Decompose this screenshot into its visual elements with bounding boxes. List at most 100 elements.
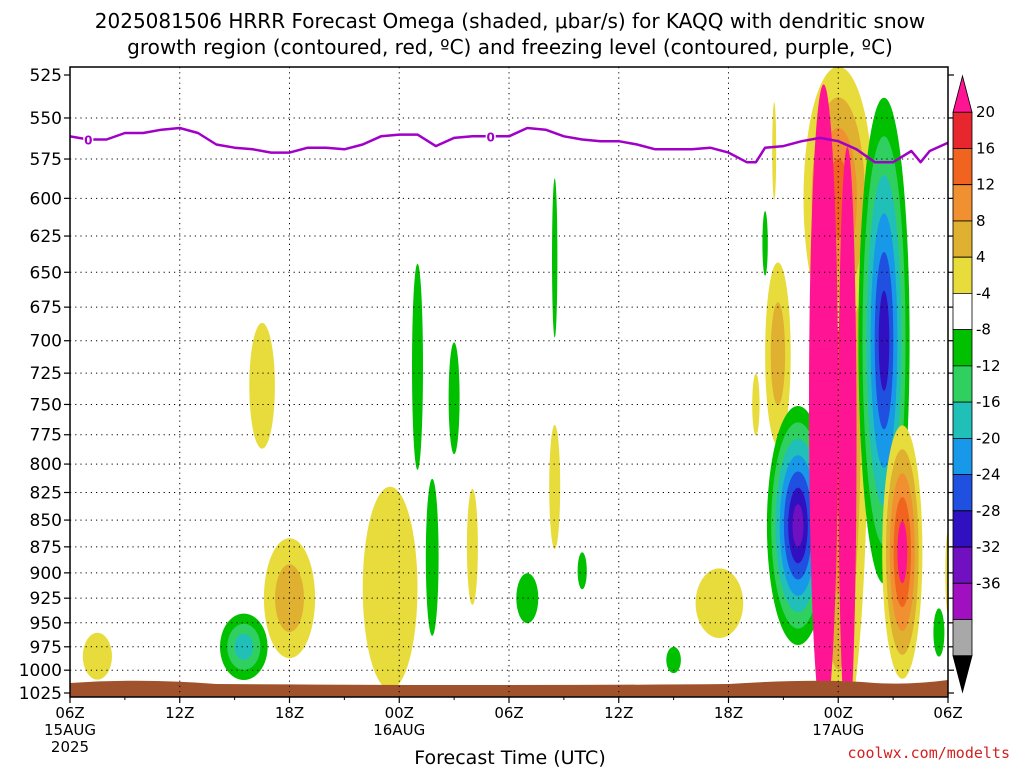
y-tick-label: 975 bbox=[30, 638, 62, 658]
colorbar-swatch bbox=[952, 220, 973, 258]
omega-contour-22-0 bbox=[809, 84, 839, 697]
omega-contour-26-0 bbox=[933, 608, 945, 657]
x-tick-label: 06Z bbox=[55, 704, 84, 722]
x-tick-sublabel2: 2025 bbox=[51, 738, 89, 756]
omega-contour-14-0 bbox=[695, 568, 744, 638]
omega-contour-8-0 bbox=[466, 488, 478, 605]
y-tick-label: 650 bbox=[30, 263, 62, 283]
colorbar-swatch bbox=[952, 582, 973, 620]
colorbar-swatch bbox=[952, 546, 973, 584]
x-tick-label: 00Z bbox=[824, 704, 853, 722]
colorbar-label: 16 bbox=[976, 139, 995, 157]
omega-contour-5-0 bbox=[412, 263, 423, 470]
omega-contour-1-0 bbox=[249, 322, 275, 449]
colorbar-label: -20 bbox=[976, 429, 1001, 447]
omega-contour-11-0 bbox=[549, 424, 561, 549]
y-axis: 525 550 575 600 625 650 675 700 725 750 775 800 825 8… bbox=[19, 66, 954, 704]
colorbar-label: -24 bbox=[976, 466, 1001, 484]
colorbar-label: -8 bbox=[976, 321, 991, 339]
x-tick-label: 12Z bbox=[165, 704, 194, 722]
omega-contour-7-0 bbox=[425, 478, 439, 636]
colorbar-label: -16 bbox=[976, 393, 1001, 411]
colorbar-label: -12 bbox=[976, 357, 1001, 375]
x-axis-label: Forecast Time (UTC) bbox=[414, 747, 605, 768]
omega-contour-16-0 bbox=[762, 211, 768, 276]
colorbar-label: 12 bbox=[976, 176, 995, 194]
omega-contour-25-4 bbox=[897, 521, 908, 584]
colorbar-swatch bbox=[952, 148, 973, 186]
colorbar-label: -28 bbox=[976, 502, 1001, 520]
grid bbox=[70, 67, 948, 697]
x-tick-label: 12Z bbox=[604, 704, 633, 722]
y-tick-label: 600 bbox=[30, 189, 62, 209]
credit-text: coolwx.com/modelts bbox=[847, 744, 1010, 762]
omega-contour-0-0 bbox=[82, 632, 112, 680]
chart-title-line2: growth region (contoured, red, ºC) and f… bbox=[127, 35, 893, 59]
colorbar-label: -36 bbox=[976, 574, 1001, 592]
omega-contour-13-0 bbox=[666, 646, 681, 674]
terrain-surface bbox=[70, 680, 948, 697]
y-tick-label: 850 bbox=[30, 511, 62, 531]
colorbar-label: 8 bbox=[976, 212, 986, 230]
colorbar-swatch bbox=[952, 437, 973, 475]
freezing-level-label-bg bbox=[485, 129, 496, 144]
x-tick-label: 06Z bbox=[933, 704, 962, 722]
omega-contour-4-0 bbox=[362, 486, 418, 690]
colorbar-swatch bbox=[952, 655, 973, 694]
freezing-level-label-bg bbox=[83, 132, 94, 147]
y-tick-label: 525 bbox=[30, 66, 62, 86]
colorbar-swatch bbox=[952, 256, 973, 294]
colorbar-swatch bbox=[952, 474, 973, 512]
y-tick-label: 700 bbox=[30, 332, 62, 352]
y-tick-label: 950 bbox=[30, 614, 62, 634]
omega-contour-17-1 bbox=[770, 302, 786, 406]
colorbar-swatch bbox=[952, 111, 973, 149]
y-tick-label: 575 bbox=[30, 150, 62, 170]
y-tick-label: 625 bbox=[30, 227, 62, 247]
y-tick-label: 725 bbox=[30, 364, 62, 384]
colorbar-label: 4 bbox=[976, 248, 986, 266]
y-tick-label: 875 bbox=[30, 538, 62, 558]
omega-contour-24-5 bbox=[878, 290, 890, 391]
y-tick-label: 825 bbox=[30, 483, 62, 503]
y-tick-label: 775 bbox=[30, 426, 62, 446]
colorbar-swatch bbox=[952, 74, 973, 113]
terrain-fill bbox=[70, 680, 948, 697]
colorbar-swatch bbox=[952, 293, 973, 331]
x-tick-label: 06Z bbox=[494, 704, 523, 722]
x-tick-sublabel: 15AUG bbox=[44, 721, 96, 739]
freezing-level-line bbox=[70, 126, 948, 164]
y-tick-label: 900 bbox=[30, 564, 62, 584]
x-tick-label: 18Z bbox=[275, 704, 304, 722]
y-tick-label: 1000 bbox=[19, 661, 62, 681]
omega-shading bbox=[82, 67, 948, 697]
y-tick-label: 800 bbox=[30, 455, 62, 475]
colorbar-swatch bbox=[952, 365, 973, 403]
colorbar-label: 20 bbox=[976, 103, 995, 121]
freezing-level-label: 0 bbox=[487, 130, 495, 144]
omega-contour-6-0 bbox=[448, 342, 460, 455]
x-tick-label: 00Z bbox=[385, 704, 414, 722]
omega-contour-3-2 bbox=[234, 633, 254, 660]
colorbar-label: -32 bbox=[976, 538, 1001, 556]
colorbar-swatch bbox=[952, 401, 973, 439]
colorbar-swatch bbox=[952, 619, 973, 657]
omega-contour-18-0 bbox=[772, 102, 777, 200]
colorbar: 20 16 12 8 4 -4 -8 -12 -16 -20 -24 -28 -32 -36 bbox=[952, 74, 1001, 694]
x-tick-sublabel: 16AUG bbox=[373, 721, 425, 739]
y-tick-label: 675 bbox=[30, 298, 62, 318]
y-tick-label: 925 bbox=[30, 589, 62, 609]
colorbar-swatch bbox=[952, 184, 973, 222]
omega-contour-19-6 bbox=[792, 504, 804, 547]
y-tick-label: 1025 bbox=[19, 684, 62, 704]
omega-contour-9-0 bbox=[516, 573, 539, 624]
freezing-level-label: 0 bbox=[84, 134, 92, 148]
x-tick-label: 18Z bbox=[714, 704, 743, 722]
chart-title-line1: 2025081506 HRRR Forecast Omega (shaded, … bbox=[95, 9, 925, 33]
colorbar-label: -4 bbox=[976, 284, 991, 302]
omega-contour-23-0 bbox=[838, 147, 857, 697]
omega-contour-12-0 bbox=[577, 552, 587, 590]
